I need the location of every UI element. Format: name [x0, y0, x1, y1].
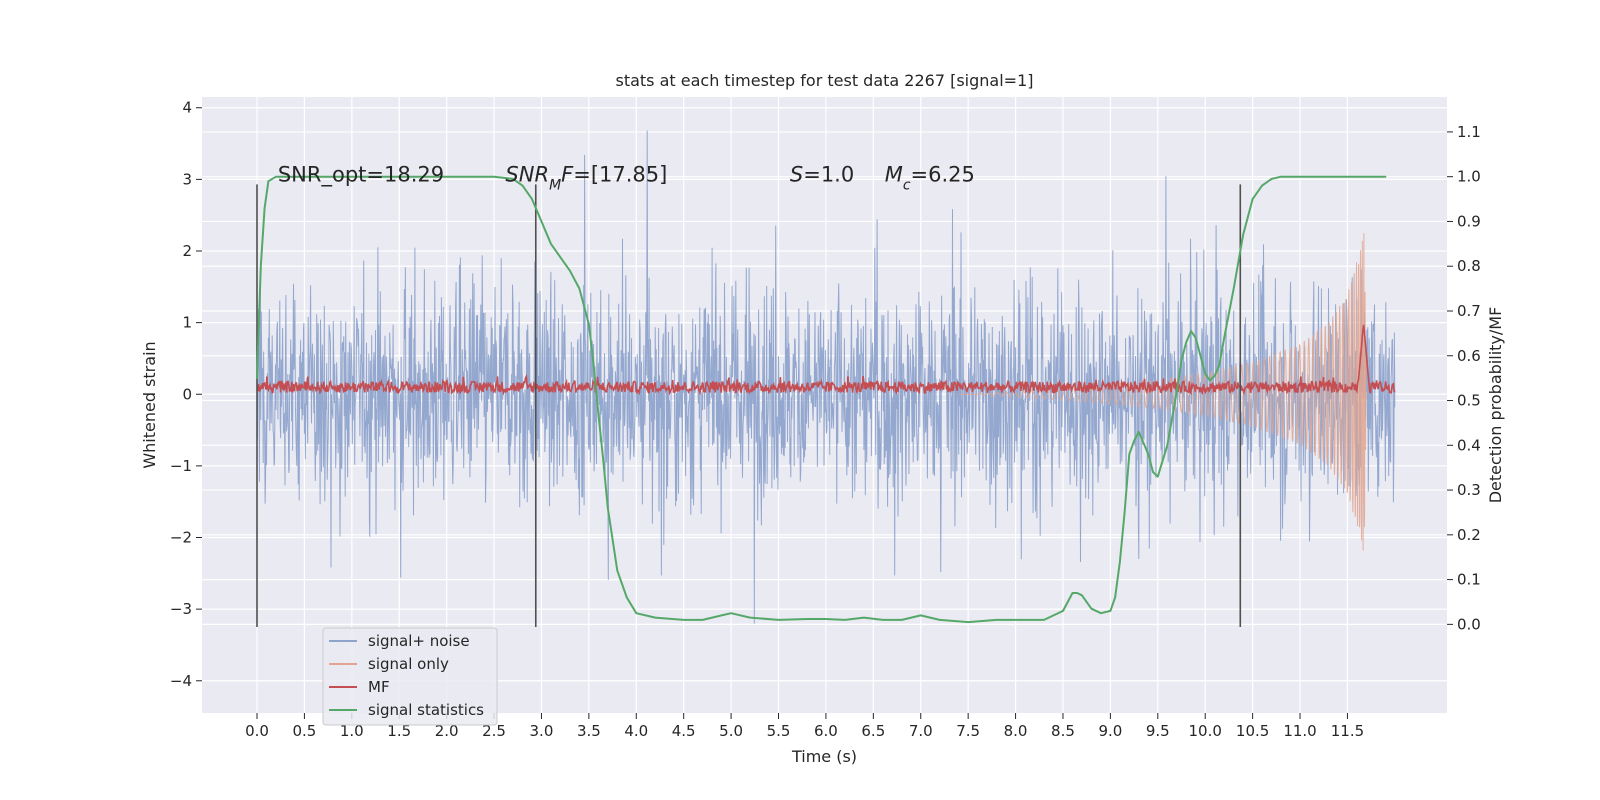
y-right-tick-label: 0.9 — [1457, 212, 1481, 230]
annotation-part: SNR — [505, 162, 549, 186]
y-right-tick-label: 0.8 — [1457, 257, 1481, 275]
annotation-part: c — [903, 177, 911, 193]
annotation-part: M — [885, 162, 903, 186]
y-axis-right-title: Detection probability/MF — [1486, 307, 1505, 504]
x-tick-label: 9.5 — [1146, 722, 1170, 740]
chart-title: stats at each timestep for test data 226… — [615, 71, 1033, 90]
x-tick-label: 8.5 — [1051, 722, 1075, 740]
legend-label: signal only — [368, 655, 449, 673]
x-tick-label: 1.0 — [340, 722, 364, 740]
y-right-tick-label: 0.0 — [1457, 615, 1481, 633]
legend: signal+ noise signal only MF signal statist… — [322, 627, 498, 726]
x-tick-label: 5.5 — [767, 722, 791, 740]
x-axis-title: Time (s) — [791, 747, 857, 766]
legend-box — [322, 627, 498, 726]
y-left-tick-label: −1 — [170, 457, 192, 475]
series-layer — [256, 130, 1396, 628]
legend-label: signal statistics — [368, 701, 484, 719]
y-right-tick-label: 0.3 — [1457, 481, 1481, 499]
y-left-tick-label: −2 — [170, 529, 192, 547]
annotation-part: SNR_opt=18.29 — [278, 162, 444, 187]
y-right-tick-label: 0.7 — [1457, 302, 1481, 320]
x-tick-label: 11.0 — [1283, 722, 1316, 740]
x-tick-label: 6.0 — [814, 722, 838, 740]
y-left-tick-label: 1 — [182, 314, 192, 332]
y-right-tick-label: 0.5 — [1457, 392, 1481, 410]
axes: 0.0 0.5 1.0 1.5 2.0 2.5 3.0 3.5 4.0 4.5 5.0 5.5 6.0 6… — [170, 99, 1481, 740]
x-tick-label: 1.5 — [387, 722, 411, 740]
y-right-tick-label: 1.0 — [1457, 168, 1481, 186]
x-tick-label: 11.5 — [1331, 722, 1364, 740]
x-tick-label: 8.0 — [1004, 722, 1028, 740]
annotation-part: M — [549, 177, 561, 193]
x-tick-label: 5.0 — [719, 722, 743, 740]
annotation-part: F — [561, 162, 574, 186]
x-tick-label: 0.0 — [245, 722, 269, 740]
x-tick-label: 3.0 — [530, 722, 554, 740]
y-left-tick-label: 3 — [182, 170, 192, 188]
mc-annotation: Mc=6.25 — [885, 162, 975, 193]
y-axis-left-title: Whitened strain — [140, 341, 159, 468]
series-signal-noise-line — [256, 130, 1396, 624]
x-tick-label: 3.5 — [577, 722, 601, 740]
y-right-tick-label: 0.1 — [1457, 571, 1481, 589]
y-right-tick-label: 1.1 — [1457, 123, 1481, 141]
x-tick-label: 7.0 — [909, 722, 933, 740]
series-signal-only-line — [958, 233, 1367, 551]
s-annotation: S=1.0 — [790, 162, 854, 186]
annotation-part: =1.0 — [803, 162, 854, 186]
y-right-tick-label: 0.4 — [1457, 436, 1481, 454]
series-signal-statistics-line — [256, 175, 1387, 624]
x-tick-label: 0.5 — [292, 722, 316, 740]
y-right-tick-label: 0.2 — [1457, 526, 1481, 544]
annotation-part: =[17.85] — [573, 162, 667, 186]
x-tick-label: 2.5 — [482, 722, 506, 740]
legend-label: signal+ noise — [368, 632, 470, 650]
annotation-part: S — [790, 162, 803, 186]
legend-label: MF — [368, 678, 390, 696]
annotation-part: =6.25 — [911, 162, 975, 186]
y-left-tick-label: 4 — [182, 99, 192, 117]
x-tick-label: 6.5 — [861, 722, 885, 740]
y-left-tick-label: 2 — [182, 242, 192, 260]
snr-mf-annotation: SNRMF=[17.85] — [505, 162, 667, 193]
y-right-tick-label: 0.6 — [1457, 347, 1481, 365]
x-tick-label: 7.5 — [956, 722, 980, 740]
x-tick-label: 4.5 — [672, 722, 696, 740]
x-tick-label: 10.0 — [1189, 722, 1222, 740]
snr-opt-annotation: SNR_opt=18.29 — [278, 162, 444, 187]
x-tick-label: 9.0 — [1098, 722, 1122, 740]
y-left-tick-label: −4 — [170, 672, 192, 690]
annotations: SNR_opt=18.29 SNRMF=[17.85] S=1.0 Mc=6.25 — [278, 162, 975, 193]
y-left-tick-label: −3 — [170, 600, 192, 618]
y-left-tick-label: 0 — [182, 385, 192, 403]
x-tick-label: 2.0 — [435, 722, 459, 740]
series-mf-line — [256, 324, 1396, 396]
x-tick-label: 4.0 — [624, 722, 648, 740]
x-tick-label: 10.5 — [1236, 722, 1269, 740]
